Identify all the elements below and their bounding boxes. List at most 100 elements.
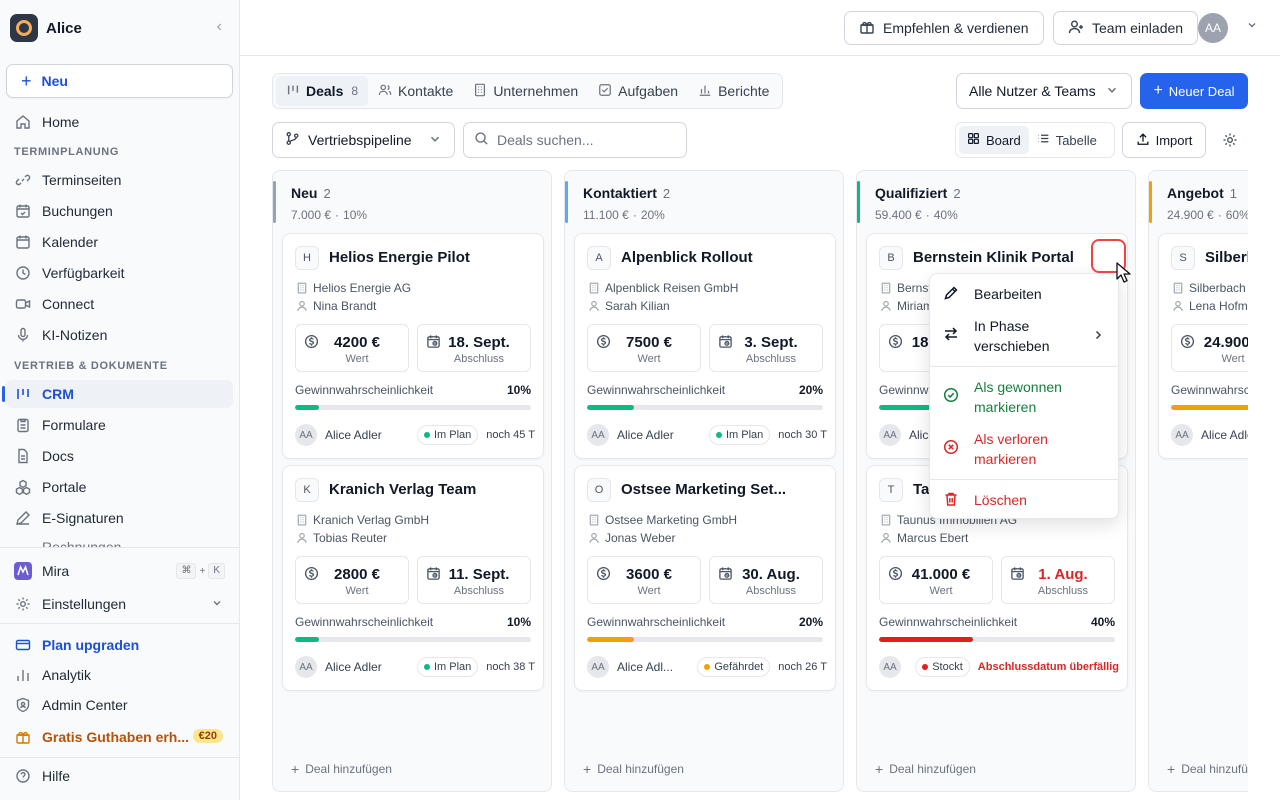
view-table-button[interactable]: Tabelle	[1029, 126, 1105, 154]
collapse-sidebar-icon[interactable]: ‹	[216, 18, 222, 35]
pipeline-select[interactable]: Vertriebspipeline	[272, 122, 455, 158]
deal-close-date-box[interactable]: 11. Sept. Abschluss	[417, 556, 531, 604]
menu-item-label-line1: In Phase	[974, 318, 1030, 334]
deal-close-date-box[interactable]: 3. Sept. Abschluss	[709, 324, 823, 372]
new-button[interactable]: + Neu	[6, 64, 233, 98]
deal-card[interactable]: O Ostsee Marketing Set... Ostsee Marketing…	[574, 465, 836, 691]
invite-label: Team einladen	[1092, 20, 1184, 36]
gear-icon	[14, 595, 32, 613]
probability-bar	[587, 637, 823, 642]
users-teams-select[interactable]: Alle Nutzer & Teams	[956, 73, 1132, 109]
deal-close-label: Abschluss	[745, 585, 797, 597]
tab-tasks[interactable]: Aufgaben	[588, 76, 688, 106]
deal-card[interactable]: S Silberbach Silberbach Lena Hofmann 24.900 …	[1158, 233, 1248, 459]
tab-reports[interactable]: Berichte	[688, 76, 779, 106]
sidebar-item-docs[interactable]: Docs	[6, 442, 233, 470]
tab-deals[interactable]: Deals 8	[276, 76, 369, 106]
deal-search	[463, 122, 687, 158]
menu-item-mark-lost[interactable]: Als verloren markieren	[930, 429, 1118, 469]
sidebar-item-analytics[interactable]: Analytik	[6, 661, 233, 689]
deal-title: Bernstein Klinik Portal	[913, 249, 1074, 266]
sidebar-divider	[0, 623, 239, 624]
sidebar-item-connect[interactable]: Connect	[6, 290, 233, 318]
add-deal-button[interactable]: + Deal hinzufügen	[291, 761, 392, 777]
tab-label: Aufgaben	[618, 83, 679, 99]
sidebar-item-admin-center[interactable]: Admin Center	[6, 691, 233, 719]
user-icon	[295, 532, 309, 544]
workspace-switcher[interactable]: Alice ‹	[10, 14, 230, 42]
view-board-button[interactable]: Board	[959, 126, 1029, 154]
users-icon	[378, 83, 392, 100]
sidebar-item-ai-notes[interactable]: KI-Notizen	[6, 321, 233, 349]
crm-icon	[286, 83, 300, 100]
deal-card[interactable]: H Helios Energie Pilot Helios Energie AG Ni…	[282, 233, 544, 459]
menu-item-label-line2: markieren	[974, 451, 1037, 467]
probability-bar	[295, 637, 531, 642]
calendar-check-icon	[14, 202, 32, 220]
sidebar-item-forms[interactable]: Formulare	[6, 411, 233, 439]
probability-label: Gewinnwahrscheinlichkeit	[587, 383, 726, 397]
separator-dot: ·	[1217, 208, 1222, 222]
sidebar-item-invoices[interactable]: Rechnungen	[6, 535, 233, 547]
view-toggle: Board Tabelle	[955, 122, 1115, 158]
trash-icon	[942, 491, 960, 507]
tab-companies[interactable]: Unternehmen	[463, 76, 588, 106]
column-accent-bar	[273, 181, 276, 223]
tab-contacts[interactable]: Kontakte	[368, 76, 463, 106]
deal-due-hint: noch 45 T	[486, 429, 535, 441]
x-circle-icon	[942, 439, 960, 455]
deal-value-label: Wert	[637, 585, 661, 597]
deal-close-date-box[interactable]: 18. Sept. Abschluss	[417, 324, 531, 372]
add-deal-button[interactable]: + Deal hinzufügen	[1167, 761, 1248, 777]
sidebar-item-home[interactable]: Home	[6, 108, 233, 136]
import-button[interactable]: Import	[1122, 122, 1206, 158]
sidebar-item-calendar[interactable]: Kalender	[6, 228, 233, 256]
deal-close-date-box[interactable]: 1. Aug. Abschluss	[1001, 556, 1115, 604]
sidebar-item-mira[interactable]: Mira ⌘ + K	[6, 557, 233, 585]
deal-contact: Lena Hofmann	[1171, 299, 1248, 313]
deal-value-label: Wert	[1221, 353, 1245, 365]
owner-avatar: AA	[1171, 424, 1193, 446]
add-deal-button[interactable]: + Deal hinzufügen	[583, 761, 684, 777]
deal-contact: Tobias Reuter	[295, 531, 387, 545]
sidebar-item-availability[interactable]: Verfügbarkeit	[6, 259, 233, 287]
menu-item-edit[interactable]: Bearbeiten	[930, 284, 1118, 304]
deal-card[interactable]: A Alpenblick Rollout Alpenblick Reisen Gmb…	[574, 233, 836, 459]
menu-item-label: Bearbeiten	[974, 286, 1042, 302]
sidebar-item-label: E-Signaturen	[42, 510, 124, 526]
sidebar-item-crm[interactable]: CRM	[2, 380, 233, 408]
menu-item-label: Als verloren markieren	[974, 429, 1048, 469]
refer-button[interactable]: Empfehlen & verdienen	[844, 11, 1044, 45]
menu-item-mark-won[interactable]: Als gewonnen markieren	[930, 377, 1118, 417]
add-deal-button[interactable]: + Deal hinzufügen	[875, 761, 976, 777]
sidebar-item-booking-pages[interactable]: Terminseiten	[6, 166, 233, 194]
sidebar-item-free-credit[interactable]: Gratis Guthaben erh... €20	[6, 723, 233, 751]
deal-contact: Marcus Ebert	[879, 531, 968, 545]
sidebar-item-portals[interactable]: Portale	[6, 473, 233, 501]
sidebar-item-e-signatures[interactable]: E-Signaturen	[6, 504, 233, 532]
board-settings-gear-icon[interactable]	[1216, 126, 1244, 154]
user-avatar[interactable]: AA	[1198, 13, 1228, 43]
deal-card[interactable]: K Kranich Verlag Team Kranich Verlag GmbH T…	[282, 465, 544, 691]
chevron-down-icon[interactable]	[1246, 18, 1258, 34]
sidebar-item-help[interactable]: Hilfe	[6, 762, 233, 790]
search-input[interactable]	[497, 132, 667, 148]
deal-close-date-box[interactable]: 30. Aug. Abschluss	[709, 556, 823, 604]
column-percent: 40%	[933, 208, 958, 222]
sidebar-item-upgrade[interactable]: Plan upgraden	[6, 631, 233, 659]
deal-footer: AA Alice Adler	[1171, 423, 1248, 447]
sidebar-item-label: Connect	[42, 296, 95, 312]
calendar-clock-icon	[1010, 566, 1025, 584]
invite-team-button[interactable]: Team einladen	[1053, 11, 1199, 45]
menu-item-move-stage[interactable]: In Phase verschieben	[930, 316, 1118, 356]
new-deal-button[interactable]: + Neuer Deal	[1140, 73, 1248, 109]
user-plus-icon	[1068, 19, 1084, 38]
building-icon	[879, 282, 893, 294]
sidebar-item-settings[interactable]: Einstellungen	[6, 590, 233, 618]
sidebar-item-label: Einstellungen	[42, 596, 127, 612]
deal-close-label: Abschluss	[453, 353, 505, 365]
sidebar-item-bookings[interactable]: Buchungen	[6, 197, 233, 225]
deal-value: 3600 €	[626, 566, 672, 583]
refer-label: Empfehlen & verdienen	[883, 20, 1029, 36]
menu-item-delete[interactable]: Löschen	[930, 490, 1118, 510]
